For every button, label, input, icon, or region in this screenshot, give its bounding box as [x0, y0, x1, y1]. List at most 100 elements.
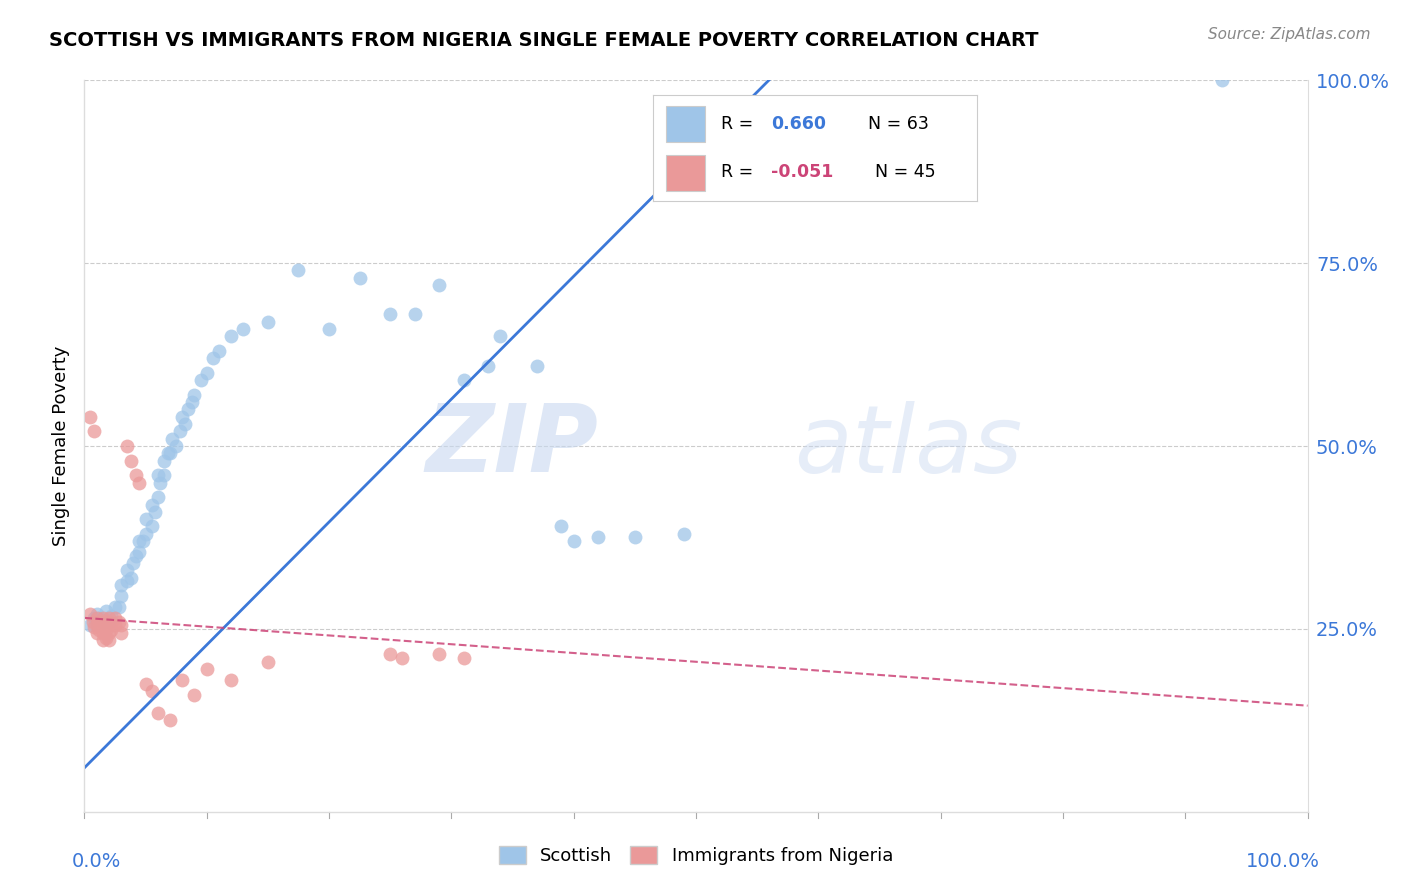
- Point: [153, 468, 176, 483]
- Point: [96, 603, 118, 617]
- Point: [380, 648, 402, 662]
- Point: [257, 315, 280, 329]
- Point: [172, 673, 194, 687]
- Point: [586, 530, 609, 544]
- Point: [91, 615, 114, 629]
- Point: [96, 624, 118, 638]
- Point: [128, 475, 150, 490]
- Point: [110, 589, 132, 603]
- Point: [104, 611, 127, 625]
- Point: [82, 615, 104, 629]
- Point: [550, 519, 572, 533]
- Point: [104, 618, 127, 632]
- Point: [125, 549, 148, 563]
- Point: [97, 615, 120, 629]
- Point: [146, 490, 169, 504]
- Point: [195, 366, 218, 380]
- Point: [208, 343, 231, 358]
- Point: [83, 425, 105, 439]
- Point: [83, 611, 105, 625]
- Point: [257, 655, 280, 669]
- Point: [91, 618, 114, 632]
- Point: [169, 425, 191, 439]
- Point: [183, 688, 205, 702]
- Point: [141, 498, 163, 512]
- Point: [141, 519, 163, 533]
- Point: [159, 446, 181, 460]
- Text: ZIP: ZIP: [425, 400, 598, 492]
- Text: atlas: atlas: [794, 401, 1022, 491]
- Text: Source: ZipAtlas.com: Source: ZipAtlas.com: [1208, 27, 1371, 42]
- Point: [1211, 73, 1233, 87]
- Point: [107, 599, 129, 614]
- Point: [97, 618, 120, 632]
- Point: [100, 624, 122, 638]
- Point: [86, 607, 108, 622]
- Point: [156, 446, 179, 460]
- Point: [181, 395, 204, 409]
- Point: [146, 468, 169, 483]
- Point: [110, 618, 132, 632]
- Point: [159, 714, 181, 728]
- Point: [87, 611, 110, 625]
- Point: [83, 620, 105, 634]
- Point: [91, 625, 114, 640]
- Point: [87, 615, 110, 629]
- Legend: Scottish, Immigrants from Nigeria: Scottish, Immigrants from Nigeria: [492, 838, 900, 872]
- Point: [87, 624, 110, 638]
- Point: [125, 468, 148, 483]
- Point: [86, 611, 108, 625]
- Point: [162, 432, 184, 446]
- Point: [219, 673, 242, 687]
- Point: [97, 632, 120, 647]
- Point: [135, 526, 157, 541]
- Point: [404, 307, 426, 321]
- Point: [122, 556, 145, 570]
- Point: [104, 599, 127, 614]
- Point: [562, 534, 585, 549]
- Point: [219, 329, 242, 343]
- Point: [318, 322, 340, 336]
- Point: [96, 615, 118, 629]
- Point: [120, 453, 142, 467]
- Point: [190, 373, 212, 387]
- Point: [177, 402, 200, 417]
- Point: [91, 632, 114, 647]
- Point: [79, 409, 101, 424]
- Point: [453, 373, 475, 387]
- Point: [86, 618, 108, 632]
- Point: [380, 307, 402, 321]
- Point: [287, 263, 309, 277]
- Point: [115, 563, 138, 577]
- Point: [97, 625, 120, 640]
- Text: SCOTTISH VS IMMIGRANTS FROM NIGERIA SINGLE FEMALE POVERTY CORRELATION CHART: SCOTTISH VS IMMIGRANTS FROM NIGERIA SING…: [49, 31, 1039, 50]
- Point: [391, 651, 413, 665]
- Point: [110, 578, 132, 592]
- Point: [128, 534, 150, 549]
- Point: [232, 322, 254, 336]
- Point: [183, 388, 205, 402]
- Point: [526, 359, 548, 373]
- Point: [489, 329, 512, 343]
- Point: [115, 574, 138, 589]
- Point: [201, 351, 224, 366]
- Point: [97, 611, 120, 625]
- Point: [115, 439, 138, 453]
- Point: [672, 526, 695, 541]
- Point: [107, 615, 129, 629]
- Point: [146, 706, 169, 720]
- Point: [100, 615, 122, 630]
- Point: [149, 475, 172, 490]
- Point: [173, 417, 195, 431]
- Point: [427, 648, 450, 662]
- Point: [624, 530, 647, 544]
- Point: [153, 453, 176, 467]
- Point: [86, 625, 108, 640]
- Point: [110, 625, 132, 640]
- Text: 0.0%: 0.0%: [72, 852, 121, 871]
- Point: [477, 359, 499, 373]
- Point: [172, 409, 194, 424]
- Point: [135, 512, 157, 526]
- Y-axis label: Single Female Poverty: Single Female Poverty: [52, 346, 70, 546]
- Point: [100, 608, 122, 623]
